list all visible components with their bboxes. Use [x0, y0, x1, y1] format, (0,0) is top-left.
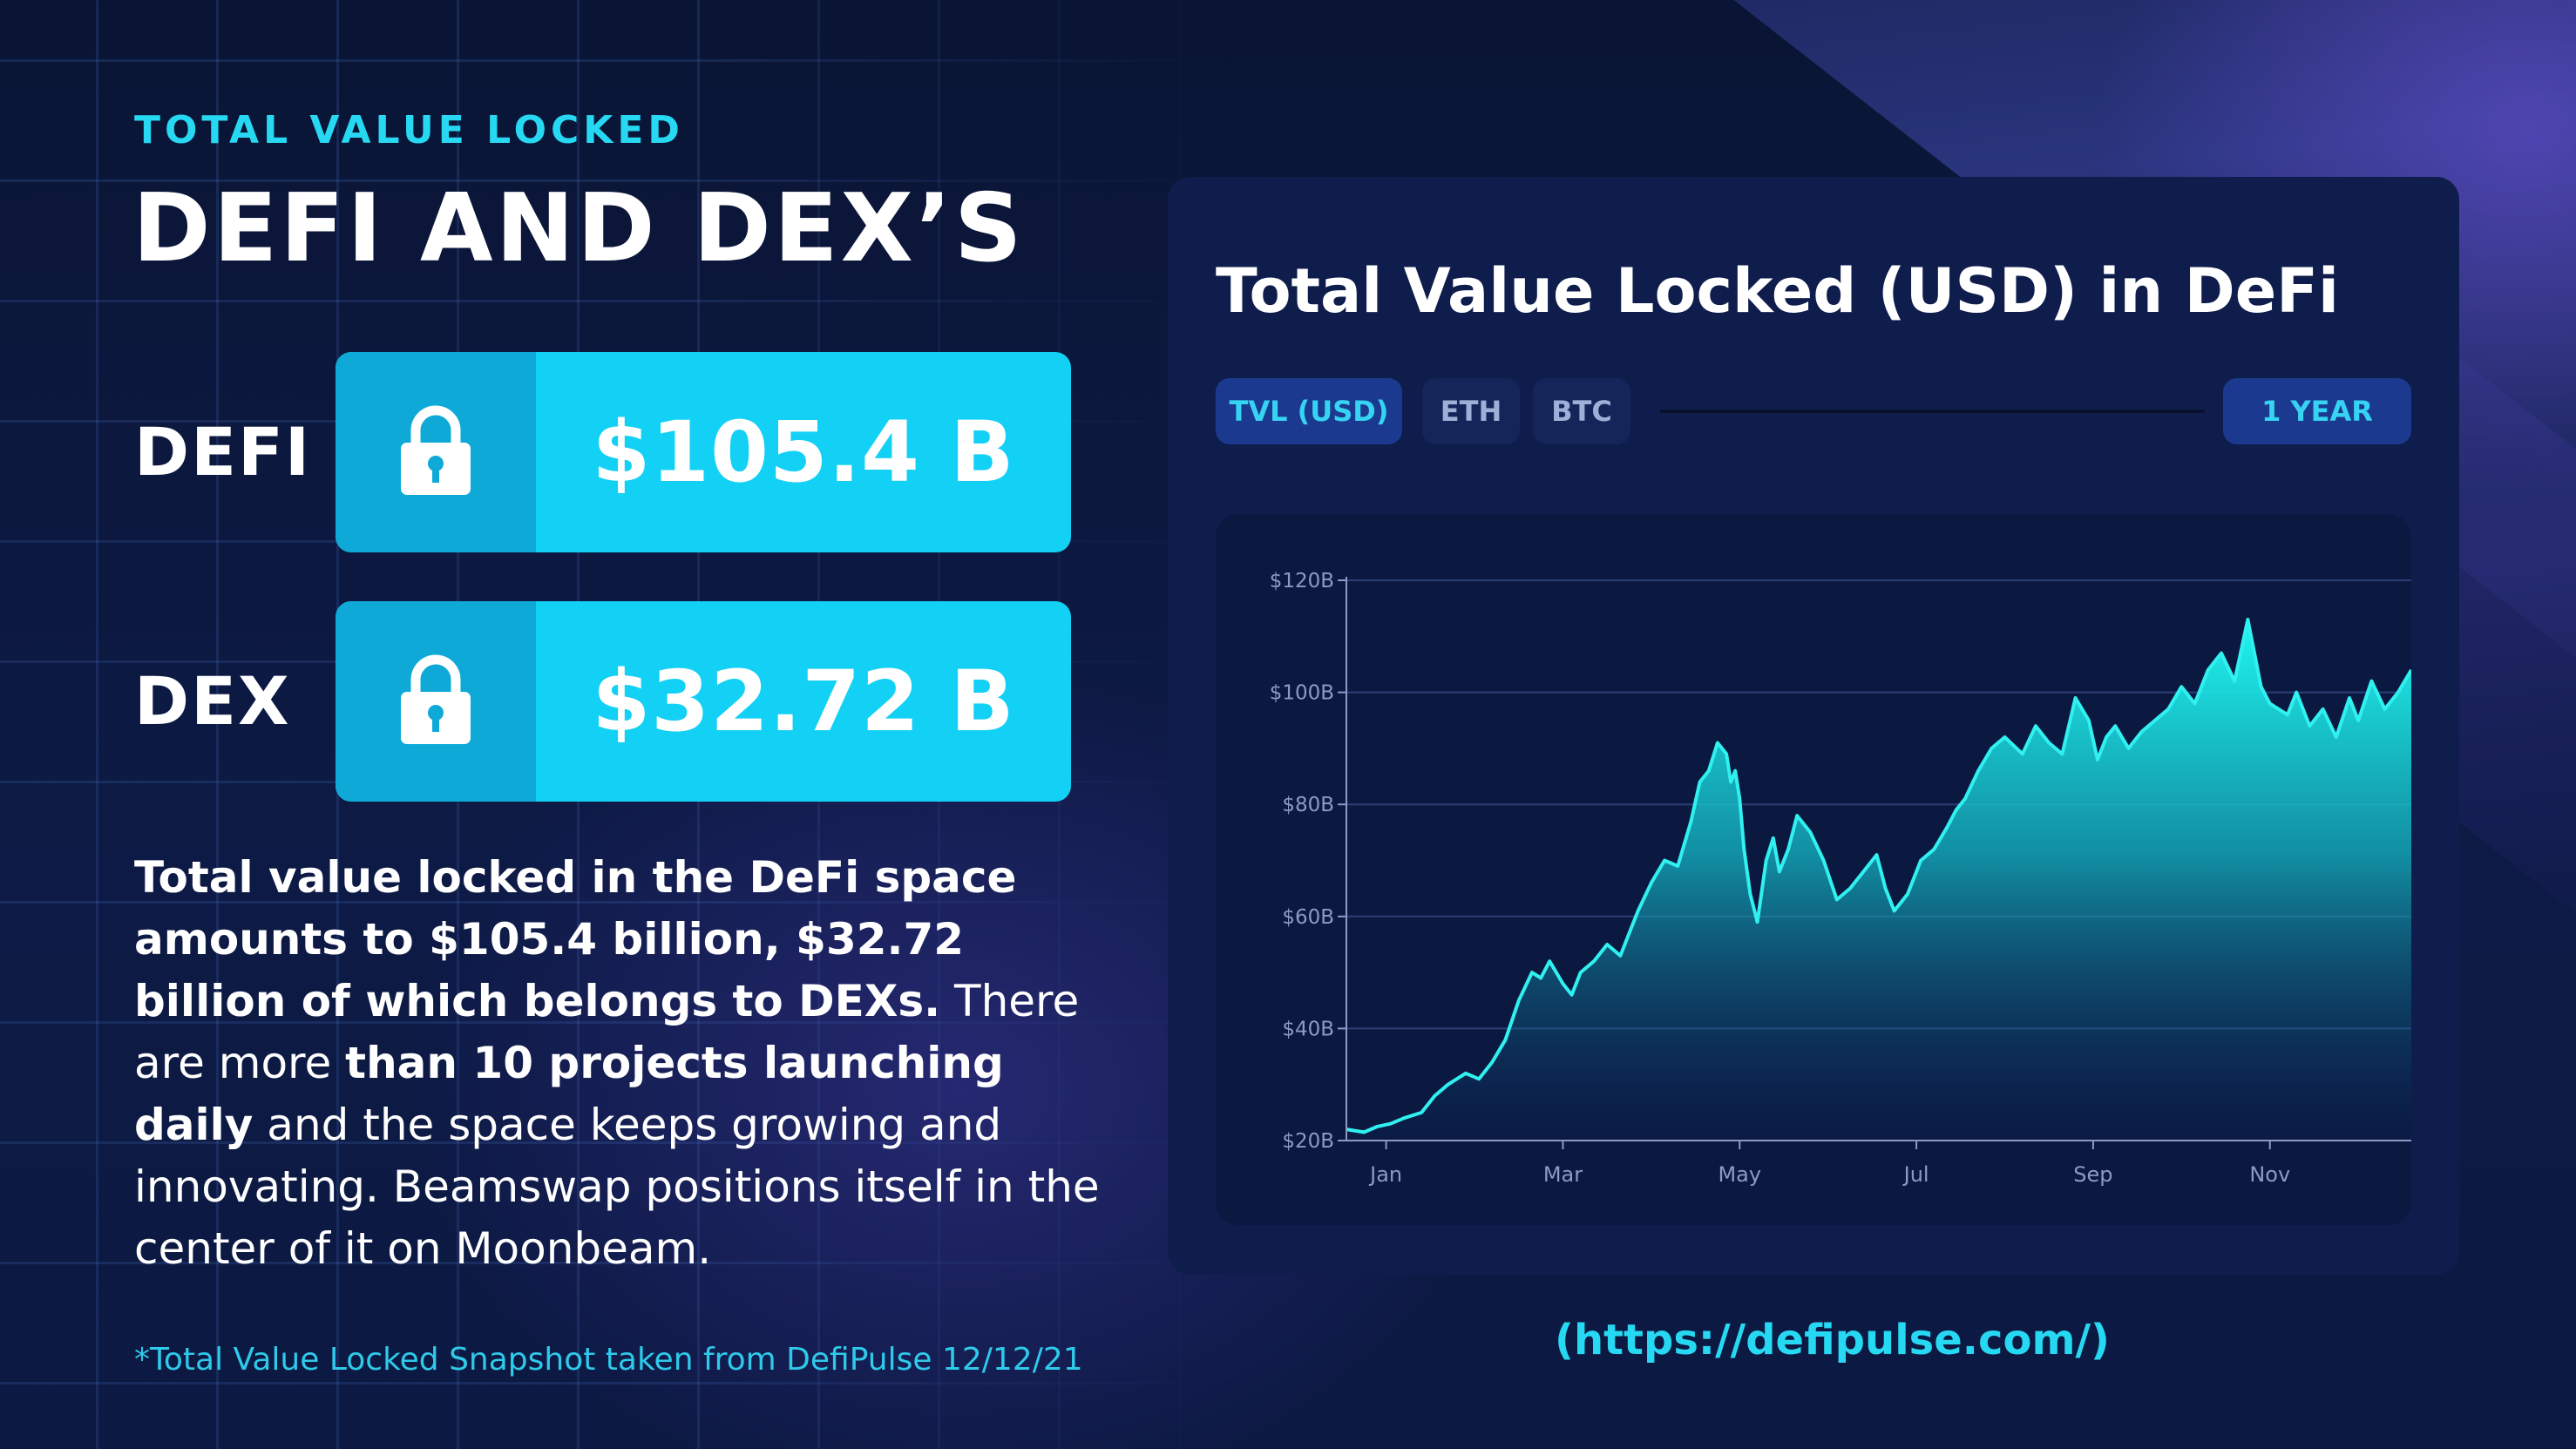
description-text-2: and the space keeps growing and innovati… [134, 1100, 1100, 1274]
source-link[interactable]: (https://defipulse.com/) [1555, 1316, 2110, 1364]
lock-icon [401, 405, 471, 495]
chart-panel: Total Value Locked (USD) in DeFi TVL (US… [1168, 177, 2459, 1275]
stat-label: DEX [134, 662, 291, 740]
page-title: DEFI AND DEX’S [132, 174, 1025, 283]
description-bold-1: Total value locked in the DeFi space amo… [134, 852, 1017, 1026]
tab-btc[interactable]: BTC [1533, 378, 1630, 444]
y-tick-label: $120B [1270, 570, 1334, 592]
tvl-area [1346, 620, 2411, 1141]
x-tick-label: Nov [2249, 1162, 2290, 1187]
stat-card: $32.72 B [336, 601, 1071, 802]
stat-value: $32.72 B [592, 653, 1015, 750]
y-tick-label: $80B [1282, 794, 1334, 816]
chart-area: $20B $40B $60B $80B $100B $120B Jan Mar May Jul Se… [1216, 514, 2411, 1225]
x-tick-label: Sep [2073, 1162, 2112, 1187]
chart-tabs: TVL (USD) ETH BTC 1 YEAR [1216, 378, 2411, 444]
lock-icon-box [336, 352, 536, 552]
chart-title: Total Value Locked (USD) in DeFi [1216, 255, 2339, 327]
tab-tvl-usd[interactable]: TVL (USD) [1216, 378, 1402, 444]
description-text-1: There are more [134, 976, 1080, 1088]
stat-value: $105.4 B [592, 403, 1015, 501]
tvl-chart-svg: $20B $40B $60B $80B $100B $120B Jan Mar May Jul Se… [1270, 570, 2411, 1187]
y-tick-label: $100B [1270, 682, 1334, 705]
tabs-divider [1660, 410, 2205, 413]
stat-row-dex: DEX $32.72 B [134, 601, 1071, 802]
y-tick-label: $20B [1282, 1130, 1334, 1153]
tab-eth[interactable]: ETH [1422, 378, 1520, 444]
x-tick-label: Jan [1368, 1162, 1402, 1187]
section-kicker: TOTAL VALUE LOCKED [134, 108, 684, 152]
y-tick-label: $60B [1282, 906, 1334, 929]
stat-label: DEFI [134, 413, 312, 491]
tvl-line [1346, 618, 2411, 1134]
x-tick-label: Mar [1543, 1162, 1583, 1187]
stat-card: $105.4 B [336, 352, 1071, 552]
y-tick-label: $40B [1282, 1018, 1334, 1040]
x-tick-label: Jul [1902, 1162, 1929, 1187]
footnote: *Total Value Locked Snapshot taken from … [134, 1342, 1083, 1378]
lock-icon [401, 654, 471, 744]
description-bold-2: than 10 projects launching daily [134, 1038, 1004, 1150]
range-selector-button[interactable]: 1 YEAR [2223, 378, 2411, 444]
description-paragraph: Total value locked in the DeFi space amo… [134, 847, 1110, 1280]
stat-row-defi: DEFI $105.4 B [134, 352, 1071, 552]
lock-icon-box [336, 601, 536, 802]
x-tick-label: May [1718, 1162, 1761, 1187]
